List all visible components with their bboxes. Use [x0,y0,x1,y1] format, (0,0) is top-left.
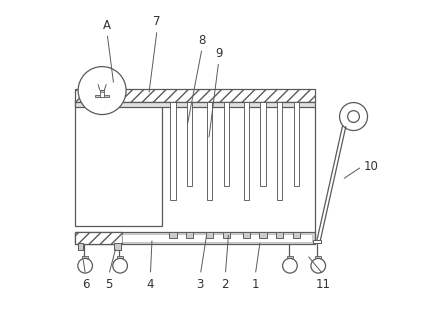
Text: 8: 8 [198,34,206,47]
Bar [122,234,312,242]
Text: 10: 10 [364,160,378,173]
Bar [244,102,249,200]
Bar [224,102,229,186]
Circle shape [282,258,297,273]
Bar [78,243,83,250]
Bar [293,102,299,186]
Circle shape [311,258,325,273]
Bar [117,256,123,258]
Bar [75,102,315,107]
Bar [287,256,293,258]
Bar [170,102,176,200]
Bar [242,232,250,238]
Bar [293,232,300,238]
Bar [313,240,321,243]
Bar [259,232,266,238]
Bar [277,102,282,200]
Bar [75,100,162,226]
Bar [114,243,121,250]
Bar [100,90,104,92]
Bar [75,232,122,244]
Text: 9: 9 [215,47,222,60]
Bar [222,232,230,238]
Text: 6: 6 [82,278,89,291]
Text: 5: 5 [105,278,112,291]
Bar [82,256,88,258]
Bar [95,95,110,97]
Circle shape [78,67,126,115]
Circle shape [340,103,368,131]
Bar [206,232,213,238]
Text: A: A [103,19,111,32]
Text: 1: 1 [252,278,259,291]
Bar [260,102,266,186]
Text: 4: 4 [147,278,154,291]
Circle shape [78,258,92,273]
Circle shape [113,258,127,273]
Text: 7: 7 [153,15,161,28]
Circle shape [348,111,359,123]
Bar [75,232,315,244]
Text: 2: 2 [222,278,229,291]
Bar [186,232,193,238]
Bar [75,89,315,102]
Bar [276,232,283,238]
Bar [315,256,321,258]
Text: 11: 11 [316,278,331,291]
Text: 3: 3 [197,278,204,291]
Bar [100,90,104,97]
Bar [187,102,192,186]
Bar [169,232,177,238]
Bar [207,102,212,200]
